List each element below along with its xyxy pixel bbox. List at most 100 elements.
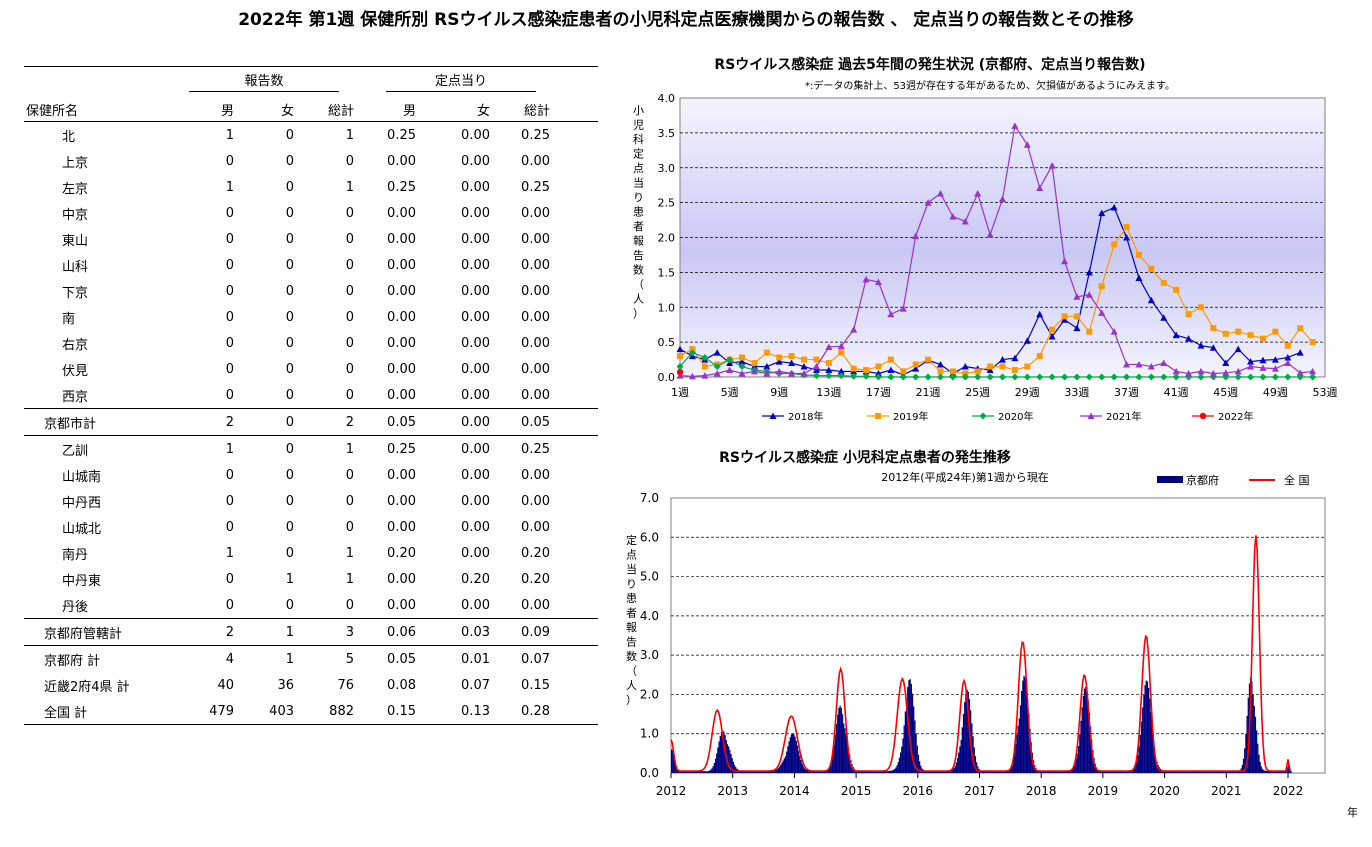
bar xyxy=(1184,770,1187,773)
bar xyxy=(749,771,751,773)
bar xyxy=(951,770,953,773)
table-cell: 0.00 xyxy=(354,382,430,409)
x-tick-label: 2016 xyxy=(903,784,934,798)
bar xyxy=(742,771,744,773)
bar xyxy=(755,770,757,773)
bar xyxy=(819,771,821,773)
bar xyxy=(1273,771,1276,773)
data-point xyxy=(1110,328,1118,335)
data-point xyxy=(1271,356,1279,363)
table-cell: 1 xyxy=(225,127,234,143)
data-point xyxy=(887,373,895,381)
bar xyxy=(1206,770,1208,773)
health-center-name: 南丹 xyxy=(62,547,89,563)
bar xyxy=(1050,770,1052,773)
data-point xyxy=(1023,141,1031,148)
bar xyxy=(711,768,713,773)
data-point xyxy=(999,373,1006,381)
bar xyxy=(1002,771,1004,773)
data-point xyxy=(726,366,734,374)
data-point xyxy=(1235,328,1242,335)
bar xyxy=(845,733,847,773)
data-point xyxy=(949,373,957,381)
bar xyxy=(1110,770,1112,773)
table-cell: 0.05 xyxy=(490,408,550,436)
table-row: 左京 1 0 1 0.25 0.00 0.25 xyxy=(24,174,598,200)
bar xyxy=(1177,771,1179,773)
data-point xyxy=(1023,337,1031,344)
bar xyxy=(801,763,803,773)
bar xyxy=(763,771,765,773)
data-point xyxy=(825,366,833,374)
bar xyxy=(857,770,859,773)
bar xyxy=(697,770,699,773)
series-line xyxy=(679,124,1313,377)
table-cell: 0.00 xyxy=(387,519,416,535)
table-cell: 0.00 xyxy=(387,335,416,351)
data-point xyxy=(987,363,994,370)
bar xyxy=(1115,771,1118,773)
data-point xyxy=(999,363,1006,370)
bar xyxy=(1235,771,1238,773)
data-point xyxy=(1098,209,1106,217)
y-tick-label: 0.0 xyxy=(658,371,676,384)
table-cell: 0.00 xyxy=(521,283,550,299)
bar xyxy=(1199,771,1201,773)
x-tick-label: 2018 xyxy=(1026,784,1057,798)
bar xyxy=(746,771,749,773)
group-header-per-sentinel: 定点当り xyxy=(386,73,536,92)
data-point xyxy=(837,372,845,380)
bar xyxy=(765,771,768,773)
table-cell: 0.00 xyxy=(387,493,416,509)
bar xyxy=(898,757,901,773)
bar xyxy=(700,770,702,773)
series-全 国 xyxy=(670,535,1292,772)
table-cell: 0.00 xyxy=(521,467,550,483)
bar xyxy=(902,738,904,773)
bar xyxy=(770,770,772,773)
bar xyxy=(1255,730,1258,773)
bar xyxy=(825,771,827,773)
table-cell: 0 xyxy=(225,467,234,483)
bar xyxy=(1187,770,1189,773)
data-point xyxy=(986,231,994,238)
bar xyxy=(907,686,909,773)
bar xyxy=(682,771,685,773)
data-point xyxy=(837,367,845,375)
column-header: 男 xyxy=(174,97,234,122)
bar xyxy=(722,730,724,773)
bar xyxy=(814,770,816,773)
legend-label: 2021年 xyxy=(1106,410,1141,423)
bar xyxy=(1196,771,1198,773)
series-2022年 xyxy=(676,368,684,376)
bar xyxy=(1060,771,1062,773)
table-cell: 0.00 xyxy=(461,257,490,273)
bar xyxy=(741,770,743,773)
table-cell: 1 xyxy=(234,618,294,646)
bar xyxy=(1151,725,1153,773)
bar xyxy=(984,771,986,773)
x-tick-label: 2019 xyxy=(1088,784,1119,798)
table-cell: 0.00 xyxy=(387,231,416,247)
column-header: 女 xyxy=(234,97,294,122)
data-point xyxy=(763,370,771,377)
bar xyxy=(949,770,952,773)
table-cell: 0.00 xyxy=(430,408,490,436)
bar xyxy=(828,767,831,773)
bar xyxy=(1155,757,1157,773)
data-point xyxy=(912,373,920,381)
bar xyxy=(871,770,873,773)
bar xyxy=(886,771,889,773)
data-point xyxy=(1172,367,1180,375)
data-point xyxy=(1135,373,1143,381)
data-point xyxy=(688,349,696,357)
data-point xyxy=(912,361,919,368)
data-point xyxy=(863,367,870,374)
bar xyxy=(935,771,937,773)
bar xyxy=(1080,720,1082,773)
bar xyxy=(1036,769,1038,773)
data-point xyxy=(812,372,820,380)
bar xyxy=(879,771,882,773)
y-axis-label: 定点当り患者報告数（人） xyxy=(626,533,637,707)
bar xyxy=(731,758,733,773)
